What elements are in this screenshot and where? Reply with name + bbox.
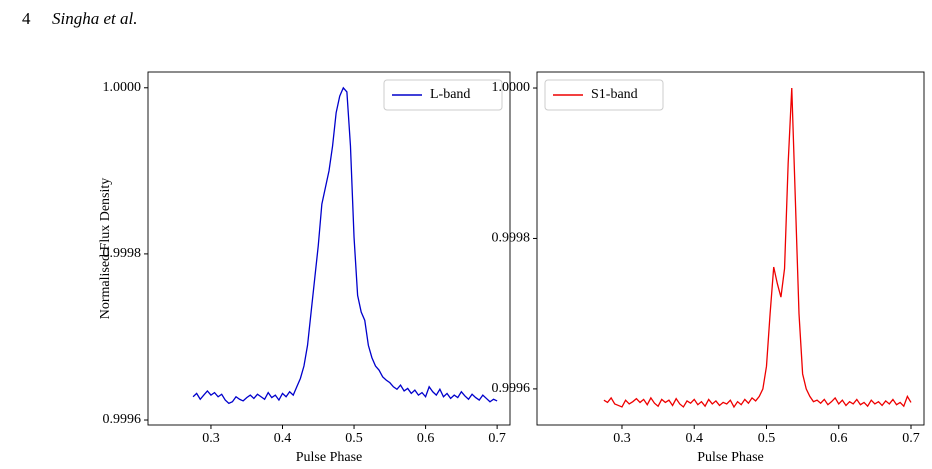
x-tick-label: 0.5 (758, 431, 776, 446)
x-tick-label: 0.6 (417, 431, 435, 446)
legend-label: S1-band (591, 87, 638, 102)
y-tick-label: 1.0000 (103, 80, 142, 95)
x-tick-label: 0.6 (830, 431, 848, 446)
legend-label: L-band (430, 87, 470, 102)
running-head: Singha et al. (52, 9, 137, 28)
x-tick-label: 0.7 (902, 431, 920, 446)
y-tick-label: 0.9996 (492, 381, 531, 396)
x-tick-label: 0.7 (488, 431, 506, 446)
y-axis-label: Normalised Flux Density (98, 178, 113, 320)
y-tick-label: 0.9996 (103, 412, 142, 427)
y-tick-label: 0.9998 (492, 231, 531, 246)
x-axis-label: Pulse Phase (296, 450, 363, 465)
y-tick-label: 1.0000 (492, 80, 531, 95)
x-tick-label: 0.5 (345, 431, 363, 446)
x-axis-label: Pulse Phase (697, 450, 764, 465)
x-tick-label: 0.3 (613, 431, 631, 446)
data-line (192, 86, 498, 405)
legend-box (383, 79, 503, 111)
page-number: 4 (22, 9, 31, 28)
x-tick-label: 0.4 (685, 431, 703, 446)
x-tick-label: 0.4 (274, 431, 292, 446)
axes-frame (536, 71, 925, 426)
axes-frame (147, 71, 511, 426)
legend-box (544, 79, 664, 111)
data-line (603, 87, 912, 409)
y-tick-label: 0.9998 (103, 246, 142, 261)
x-tick-label: 0.3 (202, 431, 220, 446)
